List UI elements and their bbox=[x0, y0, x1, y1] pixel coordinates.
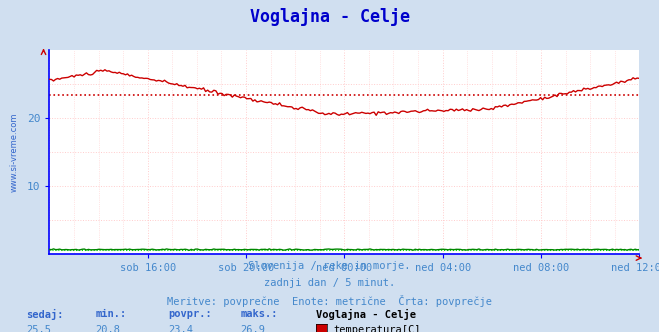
Text: Slovenija / reke in morje.: Slovenija / reke in morje. bbox=[248, 261, 411, 271]
Text: www.si-vreme.com: www.si-vreme.com bbox=[9, 112, 18, 192]
Text: zadnji dan / 5 minut.: zadnji dan / 5 minut. bbox=[264, 278, 395, 288]
Text: 23,4: 23,4 bbox=[168, 325, 193, 332]
Text: maks.:: maks.: bbox=[241, 309, 278, 319]
Text: Voglajna - Celje: Voglajna - Celje bbox=[250, 8, 409, 26]
Text: sedaj:: sedaj: bbox=[26, 309, 64, 320]
Text: Voglajna - Celje: Voglajna - Celje bbox=[316, 309, 416, 320]
Text: temperatura[C]: temperatura[C] bbox=[333, 325, 421, 332]
Text: min.:: min.: bbox=[96, 309, 127, 319]
Text: Meritve: povprečne  Enote: metrične  Črta: povprečje: Meritve: povprečne Enote: metrične Črta:… bbox=[167, 295, 492, 307]
Text: povpr.:: povpr.: bbox=[168, 309, 212, 319]
Text: 20,8: 20,8 bbox=[96, 325, 121, 332]
Text: 25,5: 25,5 bbox=[26, 325, 51, 332]
Text: 26,9: 26,9 bbox=[241, 325, 266, 332]
